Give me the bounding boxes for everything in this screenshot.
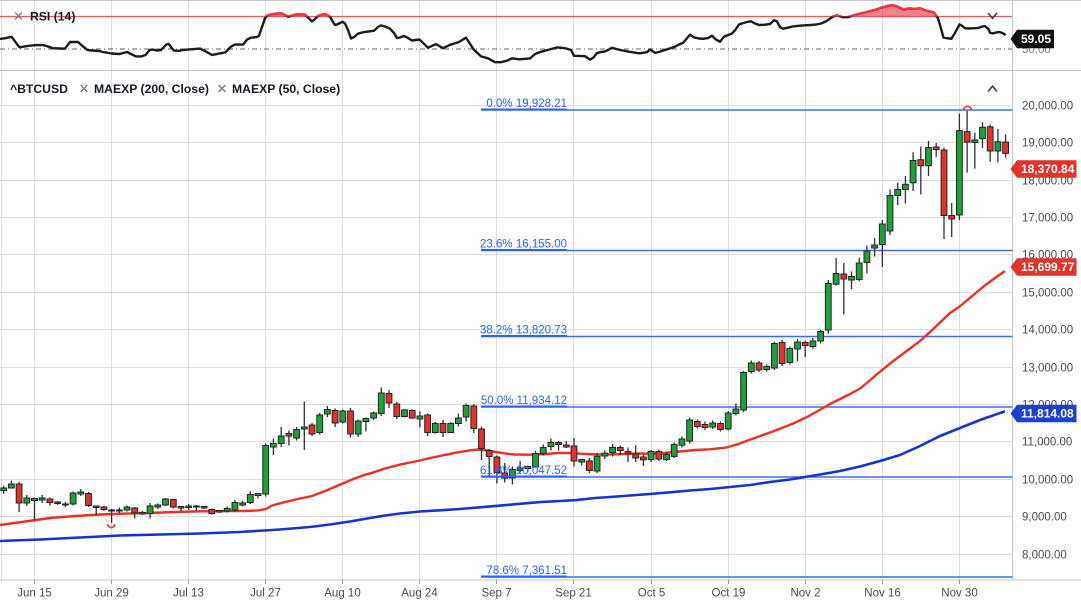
svg-text:61.8% 10,047.52: 61.8% 10,047.52 [480,465,567,477]
svg-text:20,000.00: 20,000.00 [1022,101,1073,113]
svg-text:Nov 30: Nov 30 [941,588,977,600]
svg-text:9,000.00: 9,000.00 [1022,512,1067,524]
svg-text:17,000.00: 17,000.00 [1022,213,1073,225]
svg-text:11,814.08: 11,814.08 [1021,407,1074,421]
svg-text:^BTCUSD: ^BTCUSD [10,82,68,96]
svg-text:MAEXP (50, Close): MAEXP (50, Close) [232,82,340,96]
svg-text:11,000.00: 11,000.00 [1022,437,1072,449]
svg-text:50.0% 11,934.12: 50.0% 11,934.12 [481,395,567,407]
svg-text:RSI (14): RSI (14) [30,10,75,24]
svg-text:Oct 19: Oct 19 [712,588,746,600]
svg-text:15,000.00: 15,000.00 [1022,288,1073,300]
svg-text:19,000.00: 19,000.00 [1022,138,1073,150]
svg-text:18,370.84: 18,370.84 [1021,162,1075,176]
svg-text:Sep 21: Sep 21 [555,588,591,600]
svg-text:Sep 7: Sep 7 [481,588,511,600]
svg-text:18,000.00: 18,000.00 [1022,176,1073,188]
svg-text:14,000.00: 14,000.00 [1022,325,1073,337]
svg-text:Nov 2: Nov 2 [790,588,820,600]
svg-text:Jul 13: Jul 13 [173,588,204,600]
svg-text:59.05: 59.05 [1021,32,1051,46]
svg-text:Nov 16: Nov 16 [864,588,900,600]
svg-text:Oct 5: Oct 5 [638,588,665,600]
svg-text:MAEXP (200, Close): MAEXP (200, Close) [94,82,209,96]
svg-text:Aug 10: Aug 10 [324,588,360,600]
svg-text:15,699.77: 15,699.77 [1021,260,1075,274]
svg-text:78.6% 7,361.51: 78.6% 7,361.51 [486,565,567,577]
svg-text:Jun 15: Jun 15 [17,588,52,600]
svg-text:23.6% 16,155.00: 23.6% 16,155.00 [480,239,567,251]
svg-text:Aug 24: Aug 24 [401,588,438,600]
svg-text:38.2% 13,820.73: 38.2% 13,820.73 [480,325,567,337]
svg-text:8,000.00: 8,000.00 [1022,550,1067,562]
svg-text:0.0% 19,928.21: 0.0% 19,928.21 [486,98,567,110]
svg-text:13,000.00: 13,000.00 [1022,363,1073,375]
svg-text:Jul 27: Jul 27 [250,588,281,600]
svg-text:10,000.00: 10,000.00 [1022,475,1073,487]
svg-text:Jun 29: Jun 29 [94,588,129,600]
